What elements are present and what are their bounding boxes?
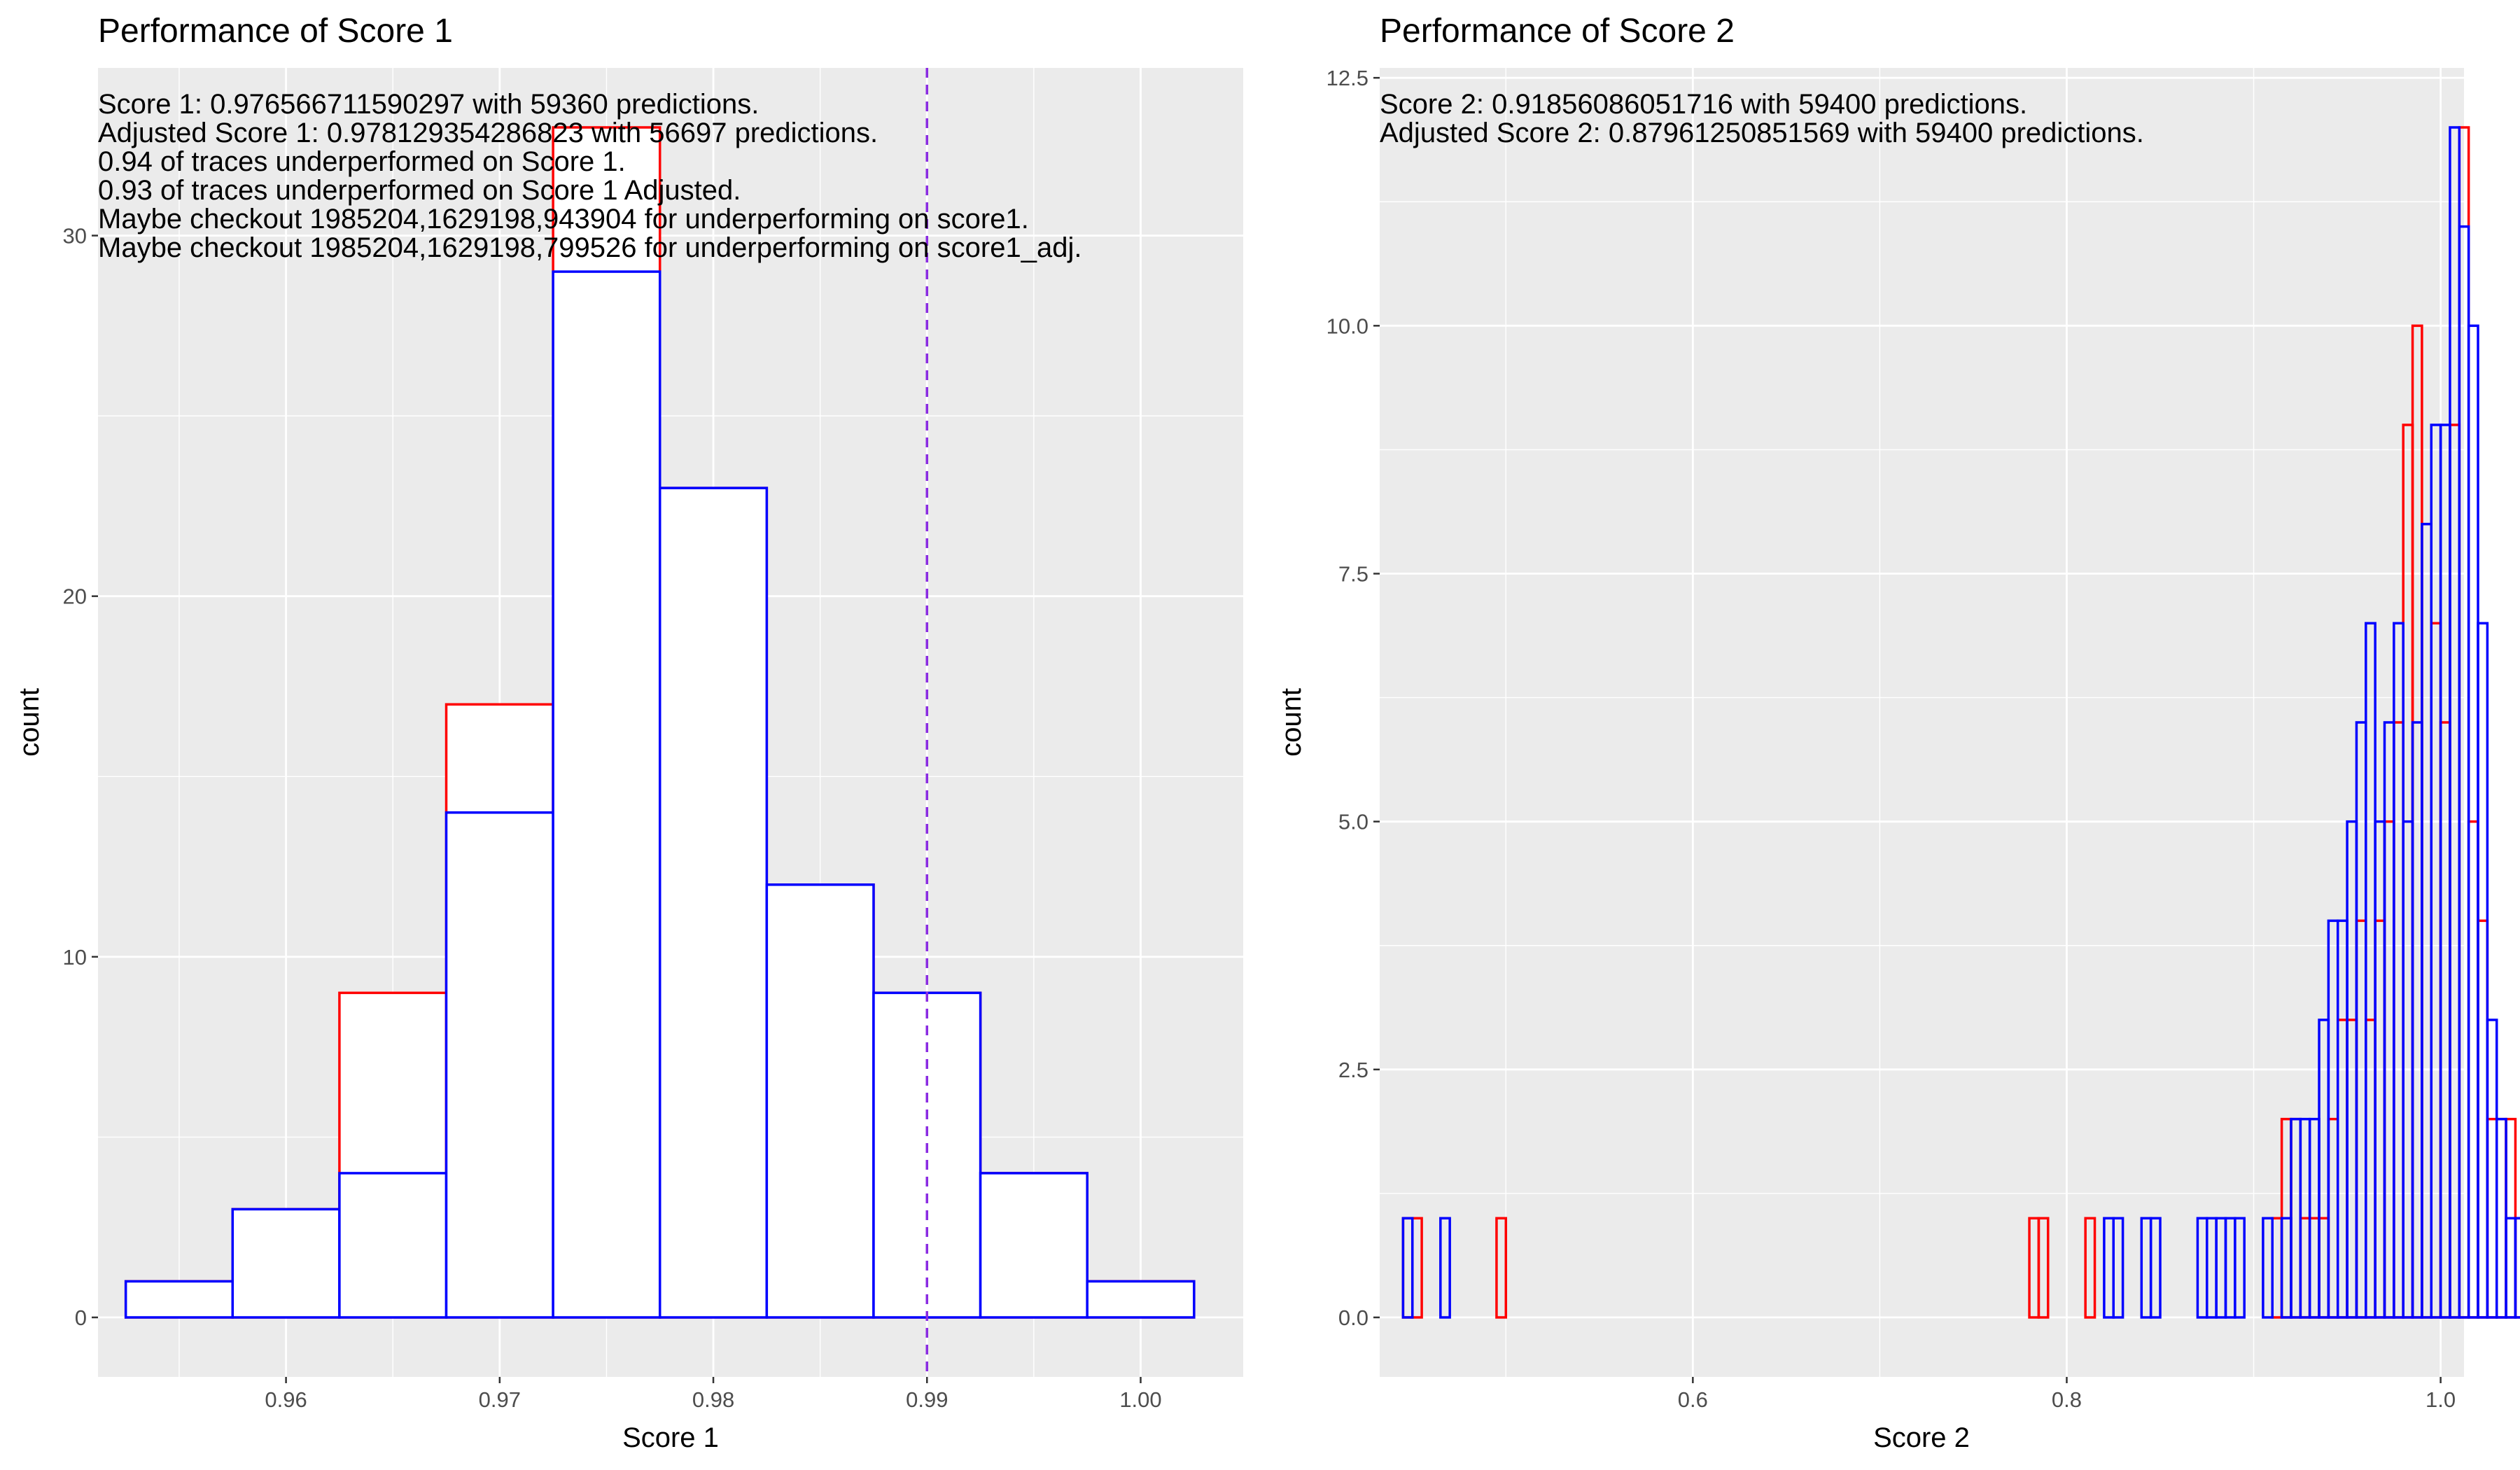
chart1-x-axis: 0.96 0.97 0.98 0.99 1.00	[265, 1377, 1162, 1412]
chart2-annotations: Score 2: 0.91856086051716 with 59400 pre…	[1380, 89, 2144, 148]
y-tick-label: 12.5	[1326, 66, 1368, 90]
chart1-y-axis: 0 10 20 30	[63, 224, 98, 1330]
bar-series2-bin-76	[2112, 1217, 2124, 1319]
y-tick-label: 20	[63, 584, 87, 609]
y-tick-label: 7.5	[1338, 562, 1368, 587]
chart2-bars	[1401, 126, 2520, 1319]
bar-series2-bin-2	[338, 1172, 448, 1319]
x-tick-label: 0.98	[692, 1387, 734, 1412]
bar-series2-bin-1	[231, 1208, 341, 1319]
chart1-annotation-line-2: Adjusted Score 1: 0.978129354286823 with…	[98, 118, 878, 148]
bar-series2-bin-0	[124, 1280, 234, 1319]
chart1-annotation-line-6: Maybe checkout 1985204,1629198,799526 fo…	[98, 232, 1082, 263]
x-tick-label: 0.8	[2052, 1387, 2082, 1412]
chart1-annotations: Score 1: 0.976566711590297 with 59360 pr…	[98, 89, 1082, 263]
bar-series2-bin-9	[1086, 1280, 1196, 1319]
chart2-x-axis-title: Score 2	[1873, 1422, 1970, 1453]
bar-series2-bin-6	[765, 883, 875, 1319]
chart1-x-axis-title: Score 1	[622, 1422, 719, 1453]
x-tick-label: 1.00	[1119, 1387, 1161, 1412]
bar-series2-bin-92	[2262, 1217, 2274, 1319]
chart1-annotation-line-1: Score 1: 0.976566711590297 with 59360 pr…	[98, 89, 759, 120]
chart1-bars	[124, 126, 1196, 1319]
y-tick-label: 5.0	[1338, 810, 1368, 834]
chart1-annotation-line-5: Maybe checkout 1985204,1629198,943904 fo…	[98, 204, 1029, 234]
bar-series2-bin-5	[658, 486, 769, 1319]
x-tick-label: 1.0	[2426, 1387, 2456, 1412]
x-tick-label: 0.99	[906, 1387, 948, 1412]
bar-series2-bin-8	[979, 1172, 1088, 1319]
y-tick-label: 0.0	[1338, 1306, 1368, 1330]
chart1-annotation-line-3: 0.94 of traces underperformed on Score 1…	[98, 146, 626, 177]
bar-series1-bin-10	[1495, 1217, 1508, 1319]
chart2-annotation-line-2: Adjusted Score 2: 0.87961250851569 with …	[1380, 118, 2144, 148]
chart2-annotation-line-1: Score 2: 0.91856086051716 with 59400 pre…	[1380, 89, 2027, 120]
bar-series1-bin-68	[2037, 1217, 2050, 1319]
chart-score1: Performance of Score 1 Score 1: 0.976566…	[14, 13, 1243, 1453]
y-tick-label: 0	[75, 1306, 87, 1330]
y-tick-label: 10.0	[1326, 314, 1368, 338]
bar-series2-bin-80	[2149, 1217, 2162, 1319]
chart2-y-axis-title: count	[1276, 688, 1307, 757]
chart2-x-axis: 0.6 0.8 1.0	[1678, 1377, 2456, 1412]
bar-series2-bin-3	[444, 811, 554, 1319]
bar-series2-bin-4	[552, 270, 662, 1319]
chart2-title: Performance of Score 2	[1380, 13, 1735, 50]
bar-series1-bin-73	[2084, 1217, 2096, 1319]
x-tick-label: 0.96	[265, 1387, 307, 1412]
y-tick-label: 2.5	[1338, 1058, 1368, 1082]
chart2-panel-background	[1380, 68, 2464, 1377]
x-tick-label: 0.97	[479, 1387, 521, 1412]
bar-series2-bin-4	[1439, 1217, 1451, 1319]
bar-series2-bin-119	[2514, 1217, 2520, 1319]
chart2-y-axis: 0.0 2.5 5.0 7.5 10.0 12.5	[1326, 66, 1380, 1330]
chart1-y-axis-title: count	[14, 688, 45, 757]
bar-series2-bin-0	[1401, 1217, 1414, 1319]
chart1-annotation-line-4: 0.93 of traces underperformed on Score 1…	[98, 175, 741, 206]
y-tick-label: 30	[63, 224, 87, 248]
x-tick-label: 0.6	[1678, 1387, 1708, 1412]
chart-score2: Performance of Score 2 Score 2: 0.918560…	[1276, 13, 2520, 1453]
bar-series2-bin-89	[2234, 1217, 2246, 1319]
y-tick-label: 10	[63, 945, 87, 969]
chart1-title: Performance of Score 1	[98, 13, 453, 50]
chart2-gridlines	[1380, 68, 2464, 1377]
bar-series2-bin-115	[2477, 622, 2489, 1319]
